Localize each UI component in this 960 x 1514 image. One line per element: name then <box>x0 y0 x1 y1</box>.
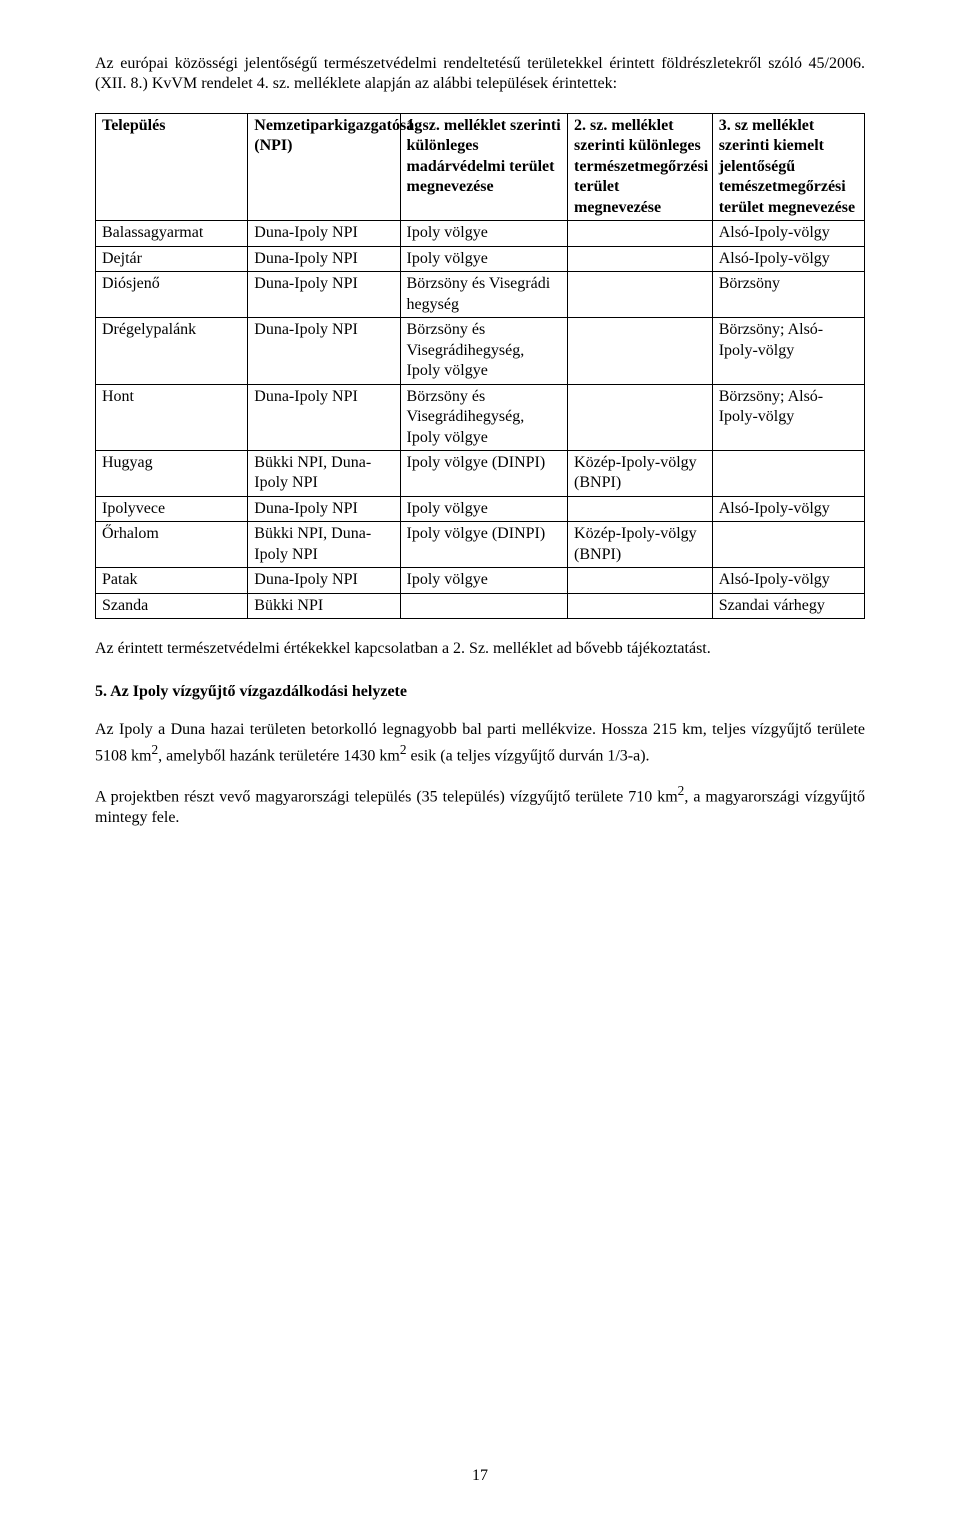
table-row: HontDuna-Ipoly NPIBörzsöny és Visegrádih… <box>96 384 865 450</box>
table-row: ŐrhalomBükki NPI, Duna-Ipoly NPIIpoly vö… <box>96 522 865 568</box>
table-cell: Duna-Ipoly NPI <box>248 384 400 450</box>
table-cell: Ipoly völgye (DINPI) <box>400 522 568 568</box>
table-cell <box>400 593 568 618</box>
section-heading: 5. Az Ipoly vízgyűjtő vízgazdálkodási he… <box>95 682 865 702</box>
table-cell: Közép-Ipoly-völgy (BNPI) <box>568 522 713 568</box>
table-cell: Duna-Ipoly NPI <box>248 246 400 271</box>
table-cell: Bükki NPI <box>248 593 400 618</box>
document-page: Az európai közösségi jelentőségű termész… <box>0 0 960 1514</box>
table-cell <box>568 318 713 384</box>
table-row: PatakDuna-Ipoly NPIIpoly völgye Alsó-Ipol… <box>96 568 865 593</box>
table-cell: Alsó-Ipoly-völgy <box>712 496 864 521</box>
col-header-mell1: 1. sz. melléklet szerinti különleges mad… <box>400 113 568 220</box>
table-cell: Ipoly völgye <box>400 221 568 246</box>
table-cell: Ipoly völgye <box>400 568 568 593</box>
body2-pre: A projektben részt vevő magyarországi te… <box>95 789 678 806</box>
table-cell: Börzsöny és Visegrádihegység, Ipoly völg… <box>400 384 568 450</box>
table-cell <box>568 568 713 593</box>
table-cell: Alsó-Ipoly-völgy <box>712 221 864 246</box>
table-cell <box>568 272 713 318</box>
table-cell: Ipoly völgye <box>400 246 568 271</box>
table-cell <box>568 221 713 246</box>
table-cell: Duna-Ipoly NPI <box>248 496 400 521</box>
table-cell: Duna-Ipoly NPI <box>248 272 400 318</box>
table-cell: Diósjenő <box>96 272 248 318</box>
col-header-telepules: Település <box>96 113 248 220</box>
table-cell: Ipoly völgye <box>400 496 568 521</box>
table-cell: Szandai várhegy <box>712 593 864 618</box>
table-cell <box>712 450 864 496</box>
col-header-mell2: 2. sz. melléklet szerinti különleges ter… <box>568 113 713 220</box>
table-cell: Börzsöny <box>712 272 864 318</box>
table-cell: Börzsöny; Alsó-Ipoly-völgy <box>712 318 864 384</box>
table-cell: Duna-Ipoly NPI <box>248 221 400 246</box>
table-row: SzandaBükki NPI Szandai várhegy <box>96 593 865 618</box>
body-paragraph-2: A projektben részt vevő magyarországi te… <box>95 782 865 828</box>
table-cell: Bükki NPI, Duna-Ipoly NPI <box>248 450 400 496</box>
table-row: BalassagyarmatDuna-Ipoly NPIIpoly völgye… <box>96 221 865 246</box>
table-cell: Patak <box>96 568 248 593</box>
col-header-npi: Nemzetiparkigazgatóság (NPI) <box>248 113 400 220</box>
body-paragraph-1: Az Ipoly a Duna hazai területen betorkol… <box>95 720 865 766</box>
table-row: DejtárDuna-Ipoly NPIIpoly völgye Alsó-Ipo… <box>96 246 865 271</box>
intro-paragraph: Az európai közösségi jelentőségű termész… <box>95 54 865 95</box>
table-row: DrégelypalánkDuna-Ipoly NPIBörzsöny és V… <box>96 318 865 384</box>
table-header-row: Település Nemzetiparkigazgatóság (NPI) 1… <box>96 113 865 220</box>
table-row: HugyagBükki NPI, Duna-Ipoly NPIIpoly völ… <box>96 450 865 496</box>
col-header-mell3: 3. sz melléklet szerinti kiemelt jelentő… <box>712 113 864 220</box>
table-cell: Közép-Ipoly-völgy (BNPI) <box>568 450 713 496</box>
table-cell: Őrhalom <box>96 522 248 568</box>
table-cell: Alsó-Ipoly-völgy <box>712 246 864 271</box>
table-cell <box>712 522 864 568</box>
table-cell: Balassagyarmat <box>96 221 248 246</box>
table-cell: Drégelypalánk <box>96 318 248 384</box>
table-cell <box>568 384 713 450</box>
table-cell: Dejtár <box>96 246 248 271</box>
table-cell: Börzsöny; Alsó-Ipoly-völgy <box>712 384 864 450</box>
table-cell: Duna-Ipoly NPI <box>248 318 400 384</box>
table-cell: Alsó-Ipoly-völgy <box>712 568 864 593</box>
table-cell: Ipolyvece <box>96 496 248 521</box>
after-table-paragraph: Az érintett természetvédelmi értékekkel … <box>95 639 865 659</box>
body1-post: esik (a teljes vízgyűjtő durván 1/3-a). <box>406 747 649 764</box>
table-row: IpolyveceDuna-Ipoly NPIIpoly völgye Alsó-… <box>96 496 865 521</box>
page-number: 17 <box>0 1466 960 1486</box>
table-cell <box>568 246 713 271</box>
table-cell <box>568 496 713 521</box>
table-cell: Szanda <box>96 593 248 618</box>
table-cell: Hont <box>96 384 248 450</box>
areas-table: Település Nemzetiparkigazgatóság (NPI) 1… <box>95 113 865 619</box>
body1-mid: , amelyből hazánk területére 1430 km <box>158 747 400 764</box>
table-cell: Börzsöny és Visegrádi hegység <box>400 272 568 318</box>
table-cell: Ipoly völgye (DINPI) <box>400 450 568 496</box>
table-cell: Börzsöny és Visegrádihegység, Ipoly völg… <box>400 318 568 384</box>
table-cell: Hugyag <box>96 450 248 496</box>
table-cell: Bükki NPI, Duna-Ipoly NPI <box>248 522 400 568</box>
table-row: DiósjenőDuna-Ipoly NPIBörzsöny és Visegr… <box>96 272 865 318</box>
table-cell <box>568 593 713 618</box>
table-cell: Duna-Ipoly NPI <box>248 568 400 593</box>
